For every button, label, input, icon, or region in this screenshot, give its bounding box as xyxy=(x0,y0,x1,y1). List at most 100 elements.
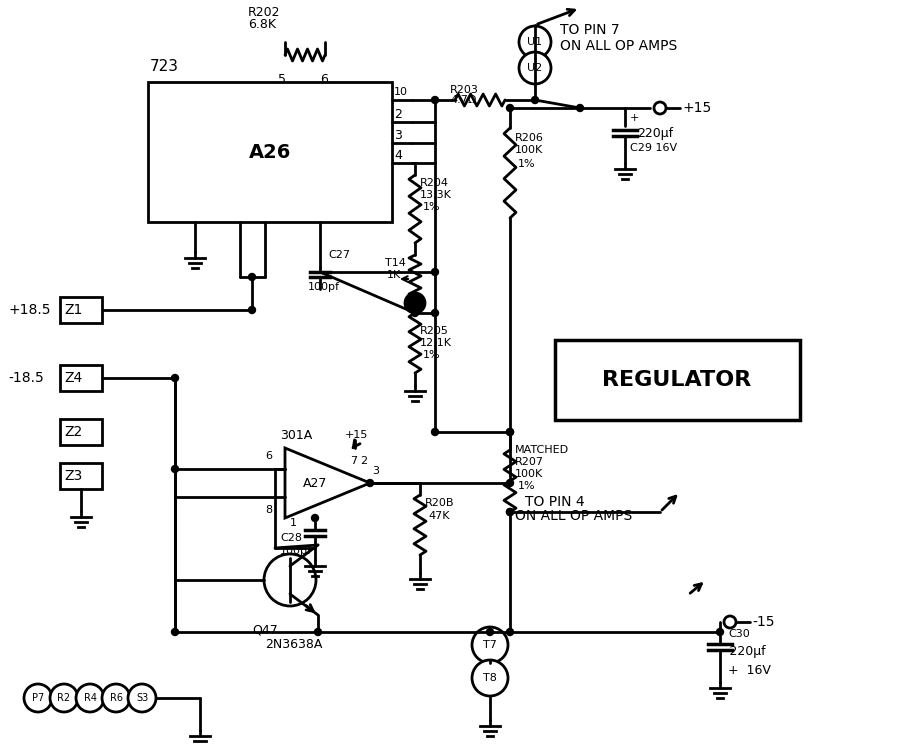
Text: T8: T8 xyxy=(483,673,497,683)
Text: Z3: Z3 xyxy=(64,469,82,483)
Text: 100pf: 100pf xyxy=(308,282,340,292)
Text: 301A: 301A xyxy=(280,428,313,442)
Text: R4: R4 xyxy=(84,693,97,703)
Circle shape xyxy=(431,268,439,276)
Text: 13.3K: 13.3K xyxy=(420,190,452,200)
Circle shape xyxy=(576,104,584,112)
Text: Z4: Z4 xyxy=(64,371,82,385)
Circle shape xyxy=(314,629,322,635)
Text: -18.5: -18.5 xyxy=(8,371,43,385)
Text: 2: 2 xyxy=(360,456,367,466)
Circle shape xyxy=(249,306,255,314)
Circle shape xyxy=(431,309,439,317)
Text: R203: R203 xyxy=(450,85,479,95)
Bar xyxy=(60,419,102,445)
Text: 12.1K: 12.1K xyxy=(420,338,452,348)
Circle shape xyxy=(716,629,724,635)
Text: A26: A26 xyxy=(249,142,291,162)
Text: 10: 10 xyxy=(394,87,408,97)
Circle shape xyxy=(76,684,104,712)
Circle shape xyxy=(431,428,439,436)
Circle shape xyxy=(506,480,514,486)
Text: 4: 4 xyxy=(394,148,402,162)
Text: R20B: R20B xyxy=(425,498,455,508)
Text: R204: R204 xyxy=(420,178,449,188)
Text: 1%: 1% xyxy=(423,350,441,360)
Circle shape xyxy=(102,684,130,712)
Circle shape xyxy=(531,97,538,104)
Text: R6: R6 xyxy=(110,693,123,703)
Circle shape xyxy=(171,375,179,381)
Text: A27: A27 xyxy=(302,477,327,489)
Text: C28: C28 xyxy=(280,533,302,543)
Text: 1%: 1% xyxy=(518,159,536,169)
Text: 8: 8 xyxy=(265,505,272,515)
Circle shape xyxy=(431,97,439,104)
Circle shape xyxy=(506,428,514,436)
Text: +  16V: + 16V xyxy=(728,664,771,676)
Text: U2: U2 xyxy=(527,63,543,73)
Circle shape xyxy=(506,509,514,516)
Text: Q47: Q47 xyxy=(252,624,278,636)
Text: R206: R206 xyxy=(515,133,544,143)
Text: ON ALL OP AMPS: ON ALL OP AMPS xyxy=(560,39,678,53)
Circle shape xyxy=(405,293,425,313)
Circle shape xyxy=(519,52,551,84)
Text: P7: P7 xyxy=(32,693,44,703)
Circle shape xyxy=(264,554,316,606)
Text: 4.7Ω: 4.7Ω xyxy=(450,95,477,105)
Text: REGULATOR: REGULATOR xyxy=(602,370,751,390)
Text: +15: +15 xyxy=(682,101,711,115)
Circle shape xyxy=(171,629,179,635)
Bar xyxy=(60,365,102,391)
Text: C30: C30 xyxy=(728,629,750,639)
Text: 1K: 1K xyxy=(387,270,401,280)
Circle shape xyxy=(472,627,508,663)
Circle shape xyxy=(24,684,52,712)
Text: ON ALL OP AMPS: ON ALL OP AMPS xyxy=(515,509,632,523)
Text: 100K: 100K xyxy=(515,469,543,479)
Circle shape xyxy=(487,629,493,635)
Text: 6: 6 xyxy=(265,451,272,461)
Text: 100K: 100K xyxy=(515,145,543,155)
Text: 1: 1 xyxy=(290,518,297,528)
Text: T14: T14 xyxy=(385,258,406,268)
Text: S3: S3 xyxy=(136,693,148,703)
Text: 6: 6 xyxy=(320,72,328,86)
Text: 5: 5 xyxy=(278,72,286,86)
Text: 723: 723 xyxy=(150,59,179,74)
Text: R205: R205 xyxy=(420,326,449,336)
Text: -220μf: -220μf xyxy=(725,645,765,659)
Text: TO PIN 7: TO PIN 7 xyxy=(560,23,620,37)
Circle shape xyxy=(312,515,318,522)
Circle shape xyxy=(506,104,514,112)
Text: C27: C27 xyxy=(328,250,350,260)
Text: -15: -15 xyxy=(752,615,774,629)
Text: 2N3638A: 2N3638A xyxy=(265,638,323,651)
Circle shape xyxy=(506,428,514,436)
Text: 1%: 1% xyxy=(423,202,441,212)
Text: R207: R207 xyxy=(515,457,544,467)
Text: R2: R2 xyxy=(57,693,71,703)
Text: 100pf: 100pf xyxy=(280,546,312,556)
Text: TO PIN 4: TO PIN 4 xyxy=(525,495,585,509)
Circle shape xyxy=(724,616,736,628)
Text: Z2: Z2 xyxy=(64,425,82,439)
Bar xyxy=(555,340,800,420)
Circle shape xyxy=(171,466,179,472)
Circle shape xyxy=(654,102,666,114)
Circle shape xyxy=(472,660,508,696)
Text: 220μf: 220μf xyxy=(637,127,673,139)
Circle shape xyxy=(249,273,255,281)
Bar xyxy=(148,82,392,222)
Text: U1: U1 xyxy=(527,37,542,47)
Circle shape xyxy=(519,26,551,58)
Text: Z1: Z1 xyxy=(64,303,82,317)
Circle shape xyxy=(367,480,373,486)
Circle shape xyxy=(411,309,419,317)
Text: T7: T7 xyxy=(483,640,497,650)
Text: 3: 3 xyxy=(372,466,379,476)
Text: 7: 7 xyxy=(350,456,357,466)
Circle shape xyxy=(506,509,514,516)
Bar xyxy=(60,297,102,323)
